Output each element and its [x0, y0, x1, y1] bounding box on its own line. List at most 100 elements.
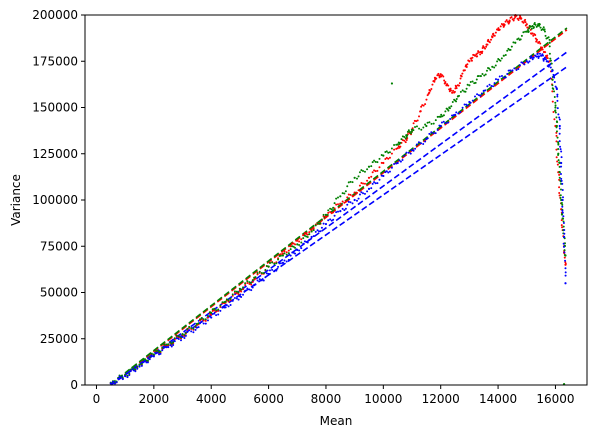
data-point: [199, 318, 202, 321]
data-point: [177, 338, 180, 341]
data-point: [142, 361, 145, 364]
data-point: [404, 141, 407, 144]
data-point: [358, 193, 361, 196]
data-point: [555, 130, 558, 133]
data-point: [337, 196, 340, 199]
data-point: [360, 169, 363, 172]
data-point: [498, 75, 501, 78]
data-point: [514, 41, 517, 44]
data-point: [202, 319, 205, 322]
data-point: [436, 128, 439, 131]
data-point: [188, 325, 191, 328]
data-point: [347, 200, 350, 203]
data-point: [248, 288, 251, 291]
data-point: [562, 235, 566, 239]
data-point: [320, 226, 323, 229]
data-point: [455, 111, 458, 114]
data-point: [434, 132, 437, 135]
data-point: [204, 318, 207, 321]
data-point: [240, 296, 243, 299]
data-point: [268, 269, 271, 272]
data-point: [129, 370, 132, 373]
data-point: [387, 157, 390, 160]
data-point: [275, 262, 278, 265]
data-point: [483, 74, 486, 77]
data-point: [557, 159, 560, 162]
data-point: [537, 57, 540, 60]
data-point: [512, 41, 515, 44]
data-point: [186, 330, 189, 333]
data-point: [128, 373, 131, 376]
data-point: [486, 85, 489, 88]
data-point: [211, 310, 214, 313]
data-point: [344, 190, 347, 193]
data-point: [494, 64, 497, 67]
data-point: [306, 241, 309, 244]
data-point: [281, 261, 285, 264]
data-point: [202, 322, 205, 325]
data-point: [289, 248, 292, 251]
data-point: [358, 171, 361, 174]
data-point: [511, 69, 514, 72]
data-point: [485, 69, 488, 72]
data-point: [393, 144, 396, 147]
data-point: [165, 343, 168, 346]
data-point: [302, 234, 305, 237]
data-point: [219, 309, 222, 312]
data-point: [555, 126, 558, 129]
data-point: [558, 171, 561, 174]
data-point: [298, 240, 301, 243]
data-point: [510, 45, 513, 48]
data-point: [329, 218, 332, 221]
data-point: [206, 316, 209, 319]
data-point: [346, 203, 349, 206]
data-point: [425, 98, 428, 101]
y-tick-label: 75000: [40, 239, 78, 253]
data-point: [322, 222, 325, 225]
data-point: [555, 140, 558, 143]
data-point: [549, 66, 552, 69]
data-point: [559, 188, 562, 191]
data-point: [332, 206, 335, 209]
data-point: [417, 141, 420, 144]
data-point: [551, 84, 554, 87]
data-point: [450, 105, 453, 108]
data-point: [535, 55, 538, 58]
data-point: [466, 63, 469, 66]
data-point: [525, 23, 528, 26]
data-point: [159, 352, 162, 355]
data-point: [251, 279, 254, 282]
data-point: [175, 337, 178, 340]
data-point: [387, 151, 390, 154]
data-point: [490, 38, 493, 41]
data-point: [428, 91, 431, 94]
data-point: [195, 326, 198, 329]
data-point: [237, 291, 240, 294]
data-point: [308, 233, 311, 236]
data-point: [426, 121, 429, 124]
data-point: [382, 161, 385, 165]
data-point: [555, 120, 558, 123]
data-point: [225, 298, 228, 301]
data-point: [385, 156, 388, 159]
data-point: [224, 300, 227, 303]
data-point: [217, 308, 220, 311]
y-tick-label: 175000: [32, 54, 78, 68]
data-point: [553, 76, 556, 79]
data-point: [556, 95, 559, 98]
data-point: [306, 233, 309, 236]
data-point: [210, 311, 213, 314]
data-point: [169, 341, 172, 344]
data-point: [460, 75, 463, 78]
data-point: [547, 36, 550, 39]
data-point: [213, 307, 216, 310]
data-point: [374, 182, 377, 185]
data-point: [287, 252, 290, 255]
data-point: [504, 54, 507, 57]
data-point: [378, 157, 381, 160]
data-point: [409, 152, 412, 155]
data-point: [211, 308, 214, 311]
data-point: [426, 137, 429, 140]
data-point: [265, 272, 268, 275]
data-point: [283, 252, 286, 255]
